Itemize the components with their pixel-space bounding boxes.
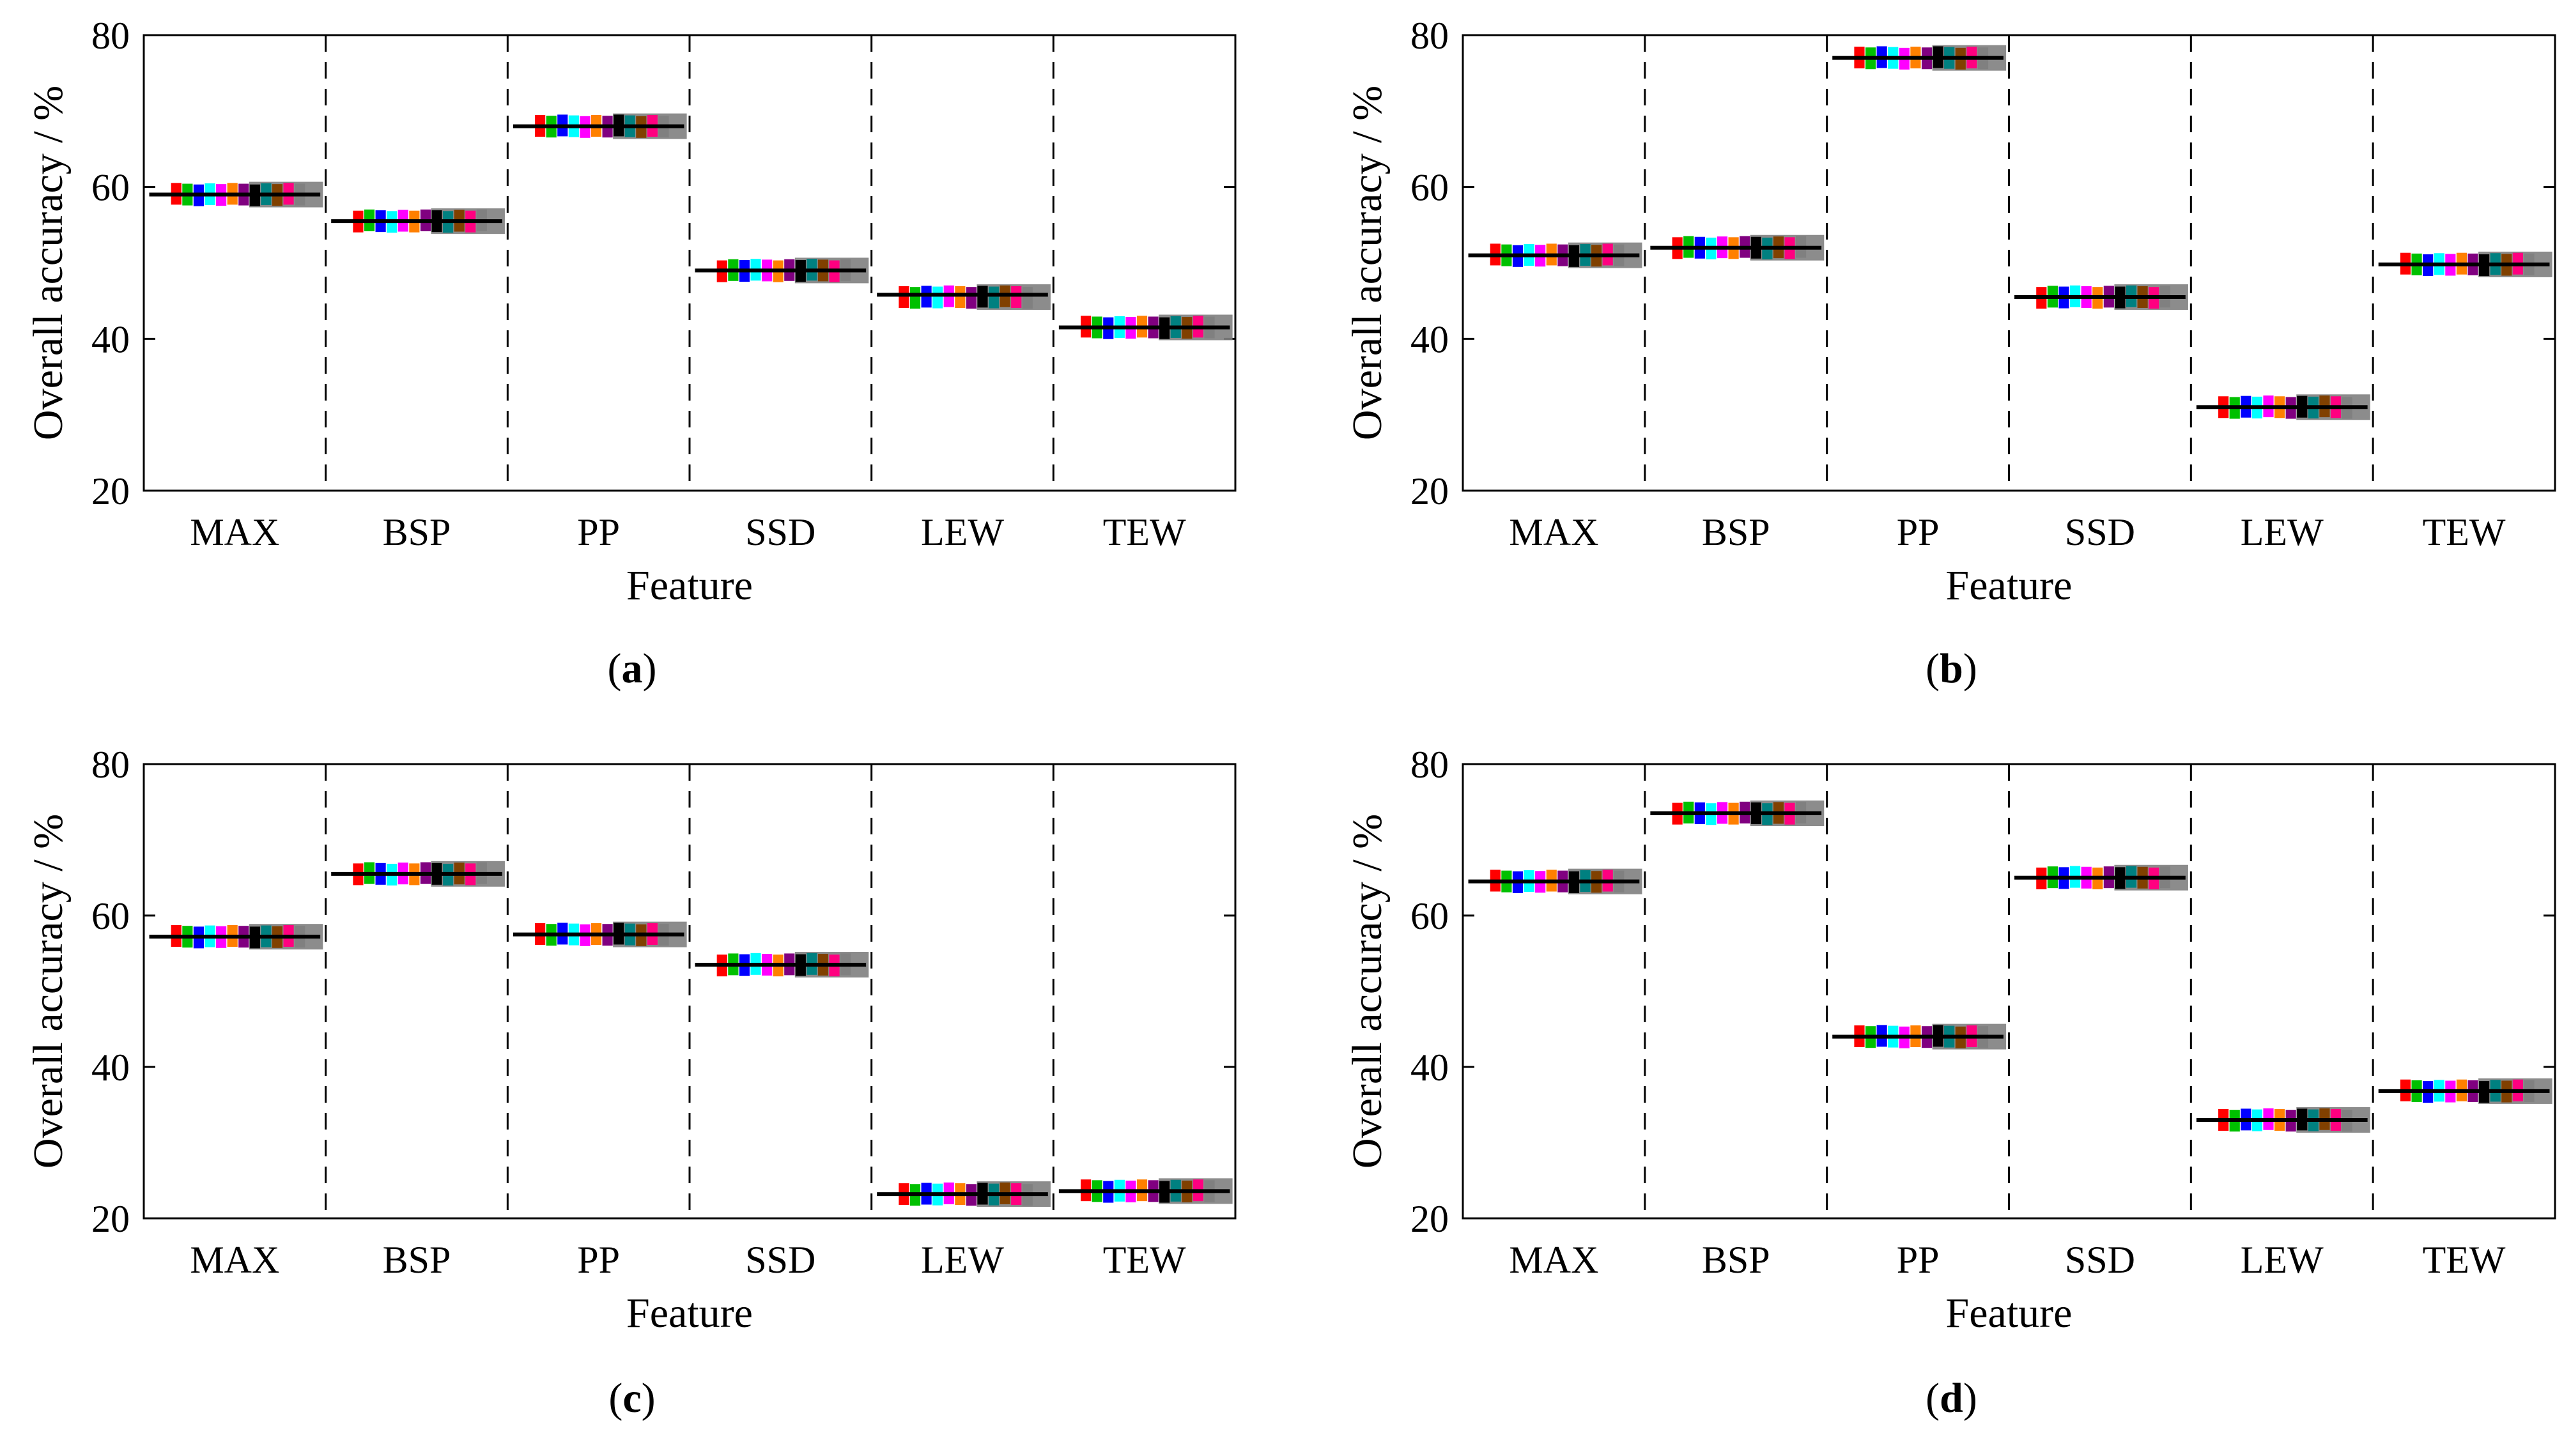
x-tick-label: LEW: [921, 1239, 1004, 1281]
accuracy-marker: [909, 287, 921, 309]
y-tick-label: 80: [91, 15, 130, 57]
x-axis-title: Feature: [1946, 1290, 2073, 1337]
x-tick-label: BSP: [383, 511, 451, 553]
x-tick-label: SSD: [2065, 1239, 2135, 1281]
panel-label: (b): [1926, 645, 1977, 692]
y-tick-label: 40: [91, 318, 130, 360]
y-tick-label: 60: [1410, 167, 1449, 209]
x-axis-title: Feature: [626, 562, 753, 609]
panel-label: (d): [1926, 1375, 1977, 1422]
y-tick-label: 20: [1410, 1198, 1449, 1240]
chart-panel-d: 20 40 60 80 Overall accuracy / % MAX BSP PP SSD L…: [1344, 744, 2556, 1422]
y-axis-title: Overall accuracy / %: [1344, 86, 1391, 440]
x-tick-label: SSD: [745, 511, 815, 553]
y-tick-label: 80: [91, 744, 130, 786]
y-tick-label: 60: [1410, 895, 1449, 937]
x-tick-label: BSP: [1702, 1239, 1770, 1281]
y-tick-label: 60: [91, 895, 130, 937]
x-tick-label: PP: [1897, 511, 1940, 553]
x-tick-label: MAX: [1509, 1239, 1598, 1281]
x-tick-label: SSD: [2065, 511, 2135, 553]
x-tick-label: LEW: [2241, 511, 2324, 553]
y-tick-label: 80: [1410, 744, 1449, 786]
x-tick-label: LEW: [2241, 1239, 2324, 1281]
x-tick-label: SSD: [745, 1239, 815, 1281]
panel-label: (c): [608, 1375, 655, 1422]
y-tick-label: 20: [91, 470, 130, 512]
x-tick-label: PP: [1897, 1239, 1940, 1281]
accuracy-marker: [988, 286, 1000, 309]
accuracy-marker: [955, 286, 966, 308]
x-tick-label: MAX: [190, 1239, 279, 1281]
chart-panel-b: 20 40 60 80 Overall accuracy / % MAX BSP PP SSD L…: [1344, 15, 2556, 692]
accuracy-marker: [1022, 287, 1033, 309]
chart-panel-a: 20 40 60 80 Overall accuracy / % MAX BSP PP SSD L…: [25, 15, 1237, 692]
x-tick-label: TEW: [1103, 1239, 1186, 1281]
y-tick-label: 20: [1410, 470, 1449, 512]
x-tick-label: LEW: [921, 511, 1004, 553]
y-tick-label: 60: [91, 167, 130, 209]
y-axis-title: Overall accuracy / %: [1344, 814, 1391, 1169]
accuracy-marker: [899, 286, 909, 308]
y-tick-label: 20: [91, 1198, 130, 1240]
accuracy-marker: [932, 286, 943, 309]
x-tick-label: MAX: [1509, 511, 1598, 553]
y-tick-label: 40: [1410, 318, 1449, 360]
y-tick-label: 40: [91, 1046, 130, 1089]
y-tick-label: 40: [1410, 1046, 1449, 1089]
x-tick-label: BSP: [383, 1239, 451, 1281]
y-axis-title: Overall accuracy / %: [25, 86, 72, 440]
y-tick-label: 80: [1410, 15, 1449, 57]
x-tick-label: TEW: [2423, 1239, 2506, 1281]
y-axis-title: Overall accuracy / %: [25, 814, 72, 1169]
x-tick-label: BSP: [1702, 511, 1770, 553]
accuracy-marker: [966, 287, 977, 309]
accuracy-marker: [1011, 286, 1022, 308]
x-tick-label: PP: [577, 511, 620, 553]
x-tick-label: PP: [577, 1239, 620, 1281]
x-tick-label: TEW: [2423, 511, 2506, 553]
x-axis-title: Feature: [626, 1290, 753, 1337]
x-tick-label: MAX: [190, 511, 279, 553]
panel-label: (a): [608, 645, 657, 692]
chart-panel-c: 20 40 60 80 Overall accuracy / % MAX BSP PP SSD L…: [25, 744, 1237, 1422]
x-tick-label: TEW: [1103, 511, 1186, 553]
x-axis-title: Feature: [1946, 562, 2073, 609]
